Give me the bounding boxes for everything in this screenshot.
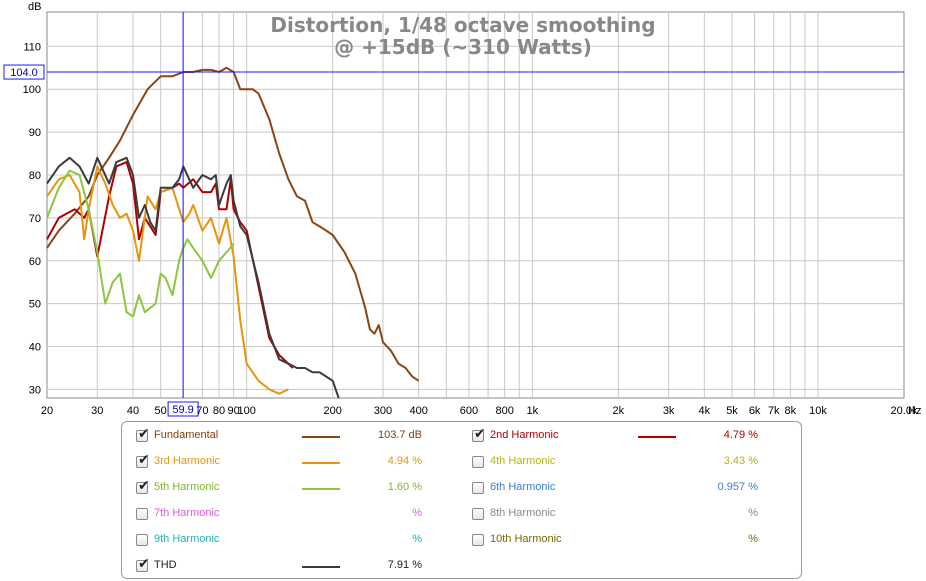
cursor-y-box: [3, 64, 45, 80]
x-tick-label: 10k: [809, 405, 827, 417]
x-tick-label: 4k: [699, 405, 711, 417]
plot-area: [46, 11, 905, 399]
legend-value-2nd-harmonic: 4.79 %: [723, 429, 758, 441]
x-tick-label: 90: [227, 405, 239, 417]
legend-label-7th-harmonic[interactable]: 7th Harmonic: [154, 507, 220, 519]
legend-value-5th-harmonic: 1.60 %: [387, 481, 422, 493]
legend-label-3rd-harmonic[interactable]: 3rd Harmonic: [154, 455, 221, 467]
x-axis-unit: Hz: [908, 405, 921, 417]
x-tick-label: 20: [41, 405, 53, 417]
y-tick-label: 80: [29, 170, 41, 182]
x-tick-label: 6k: [749, 405, 761, 417]
checkbox-4th-harmonic[interactable]: [472, 456, 484, 468]
legend-label-10th-harmonic[interactable]: 10th Harmonic: [490, 533, 562, 545]
legend-swatch-5th-harmonic: [302, 488, 340, 490]
x-tick-label: 1k: [527, 405, 539, 417]
x-tick-label: 40: [127, 405, 139, 417]
legend-swatch-3rd-harmonic: [302, 462, 340, 464]
x-tick-label: 400: [409, 405, 427, 417]
series-line-2nd-harmonic: [46, 161, 294, 369]
y-axis-unit: dB: [28, 1, 41, 13]
cursor-y-label: 104.0: [10, 67, 38, 79]
y-tick-label: 70: [29, 213, 41, 225]
x-tick-label: 2k: [613, 405, 625, 417]
x-tick-label: 3k: [663, 405, 675, 417]
checkbox-9th-harmonic[interactable]: [136, 534, 148, 546]
series-line-fundamental: [46, 66, 420, 382]
legend-label-9th-harmonic[interactable]: 9th Harmonic: [154, 533, 220, 545]
checkbox-8th-harmonic[interactable]: [472, 508, 484, 520]
chart-subtitle: @ +15dB (~310 Watts): [334, 35, 592, 59]
legend-value-6th-harmonic: 0.957 %: [717, 481, 758, 493]
y-tick-label: 60: [29, 256, 41, 268]
cursor: 104.0 59.9: [3, 12, 904, 417]
x-tick-label: 5k: [726, 405, 738, 417]
x-tick-label: 8k: [785, 405, 797, 417]
y-tick-label: 90: [29, 127, 41, 139]
legend-swatch-2nd-harmonic: [638, 436, 676, 438]
series-line-thd: [46, 156, 340, 399]
y-tick-label: 30: [29, 384, 41, 396]
checkbox-5th-harmonic[interactable]: [136, 478, 150, 494]
legend-value-7th-harmonic: %: [412, 507, 422, 519]
cursor-x-box: [167, 401, 199, 417]
legend-label-8th-harmonic[interactable]: 8th Harmonic: [490, 507, 556, 519]
legend-swatch-thd: [302, 566, 340, 568]
checkbox-6th-harmonic[interactable]: [472, 482, 484, 494]
legend-panel: Fundamental 103.7 dB 2nd Harmonic 4.79 % 3rd…: [121, 421, 802, 579]
legend-label-2nd-harmonic[interactable]: 2nd Harmonic: [490, 429, 559, 441]
x-tick-label: 7k: [768, 405, 780, 417]
legend-value-thd: 7.91 %: [387, 559, 422, 571]
x-tick-label: 70: [196, 405, 208, 417]
checkbox-7th-harmonic[interactable]: [136, 508, 148, 520]
checkbox-fundamental[interactable]: [136, 426, 150, 442]
y-tick-label: 40: [29, 342, 41, 354]
x-tick-label: 20.0k: [891, 405, 918, 417]
grid: [47, 12, 904, 398]
y-tick-label: 50: [29, 299, 41, 311]
legend-value-8th-harmonic: %: [748, 507, 758, 519]
x-tick-label: 30: [91, 405, 103, 417]
series-line-5th-harmonic: [46, 169, 235, 318]
x-tick-label: 100: [237, 405, 255, 417]
legend-label-fundamental[interactable]: Fundamental: [154, 429, 219, 441]
checkbox-10th-harmonic[interactable]: [472, 534, 484, 546]
checkbox-3rd-harmonic[interactable]: [136, 452, 150, 468]
legend-label-6th-harmonic[interactable]: 6th Harmonic: [490, 481, 556, 493]
x-tick-label: 50: [155, 405, 167, 417]
cursor-x-label: 59.9: [172, 404, 193, 416]
checkbox-thd[interactable]: [136, 556, 150, 572]
legend-label-thd[interactable]: THD: [154, 559, 177, 571]
legend-value-fundamental: 103.7 dB: [377, 429, 422, 441]
y-tick-label: 100: [23, 84, 41, 96]
legend-label-5th-harmonic[interactable]: 5th Harmonic: [154, 481, 220, 493]
legend-value-9th-harmonic: %: [412, 533, 422, 545]
legend-label-4th-harmonic[interactable]: 4th Harmonic: [490, 455, 556, 467]
x-tick-label: 300: [374, 405, 392, 417]
series-layer: [46, 66, 420, 399]
checkbox-2nd-harmonic[interactable]: [472, 426, 486, 442]
legend-swatch-fundamental: [302, 436, 340, 438]
chart-title: Distortion, 1/48 octave smoothing: [270, 13, 655, 37]
x-tick-label: 80: [213, 405, 225, 417]
legend-value-3rd-harmonic: 4.94 %: [387, 455, 422, 467]
legend-value-10th-harmonic: %: [748, 533, 758, 545]
y-tick-label: 110: [23, 41, 41, 53]
legend-value-4th-harmonic: 3.43 %: [723, 455, 758, 467]
x-tick-label: 200: [323, 405, 341, 417]
x-tick-label: 600: [460, 405, 478, 417]
x-tick-label: 800: [495, 405, 513, 417]
